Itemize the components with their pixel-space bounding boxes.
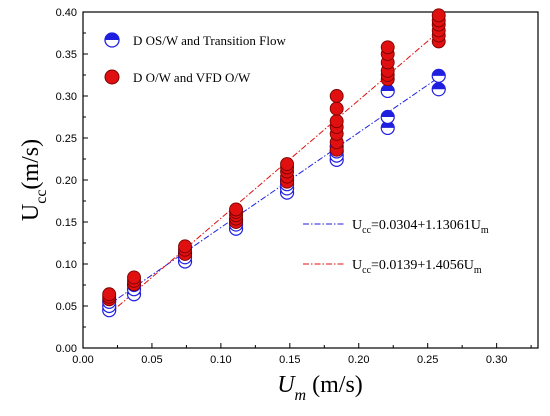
fit-legend-1-label: Ucc=0.0304+1.13061Um xyxy=(352,218,489,236)
series-2-point xyxy=(380,40,395,55)
fit-legend-2-rhs-sub: m xyxy=(474,265,482,276)
plot-frame xyxy=(82,11,539,349)
x-tick-label: 0.10 xyxy=(210,354,231,366)
y-tick-label: 0.35 xyxy=(56,49,77,61)
fit-legend-1: Ucc=0.0304+1.13061Um xyxy=(303,218,489,236)
series-1-point xyxy=(380,83,395,99)
series-2-point xyxy=(329,89,344,103)
series-1-point xyxy=(431,82,446,97)
x-tick-label: 0.30 xyxy=(486,354,507,366)
x-axis-title-sub: m xyxy=(295,387,307,404)
x-axis-title: Um (m/s) xyxy=(277,372,363,404)
y-axis-title-sub: cc xyxy=(33,190,50,204)
x-axis-title-main: U xyxy=(277,372,296,398)
fit-legend-1-lhs-sub: cc xyxy=(362,225,371,236)
x-tick-label: 0.00 xyxy=(72,354,93,366)
x-tick-label: 0.25 xyxy=(417,354,438,366)
y-tick-label: 0.05 xyxy=(56,301,77,313)
fit-legend-1-rhs: =0.0304+1.13061U xyxy=(371,218,481,233)
x-tick-label: 0.05 xyxy=(141,354,162,366)
fit-legend-2-lhs-sub: cc xyxy=(362,265,371,276)
fit-legend-2-rhs: =0.0139+1.4056U xyxy=(371,258,474,273)
series-2-point xyxy=(127,270,141,285)
y-axis-title-unit: (m/s) xyxy=(18,139,44,190)
x-tick-label: 0.20 xyxy=(348,354,369,366)
x-axis-title-unit: (m/s) xyxy=(306,372,363,398)
y-tick-label: 0.40 xyxy=(56,7,77,19)
fit-legend-2: Ucc=0.0139+1.4056Um xyxy=(303,258,482,276)
legend-marker-series-1 xyxy=(104,32,120,48)
y-tick-label: 0.00 xyxy=(56,343,77,355)
data-points xyxy=(102,8,446,318)
y-tick-label: 0.15 xyxy=(56,217,77,229)
series-2-point xyxy=(431,8,446,23)
series-2-point xyxy=(178,239,192,254)
y-tick-label: 0.20 xyxy=(56,175,77,187)
series-1-point xyxy=(380,109,395,125)
legend-label-series-2: D O/W and VFD O/W xyxy=(133,70,251,85)
y-axis-title: Ucc(m/s) xyxy=(18,139,50,221)
y-tick-label: 0.25 xyxy=(56,133,77,145)
y-axis-title-main: U xyxy=(18,204,44,221)
legend-label-series-1: D OS/W and Transition Flow xyxy=(133,33,287,48)
fit-legend-1-lhs: U xyxy=(352,218,362,233)
legend: D OS/W and Transition Flow D O/W and VFD… xyxy=(104,32,287,85)
fit-legend-1-rhs-sub: m xyxy=(481,225,489,236)
axis-ticks: 0.00 0.05 0.10 0.15 0.20 0.25 0.30 0.00 0.05 0.10… xyxy=(56,7,532,366)
fit-legend-2-label: Ucc=0.0139+1.4056Um xyxy=(352,258,482,276)
fit-legend-2-lhs: U xyxy=(352,258,362,273)
series-2-point xyxy=(329,101,344,116)
x-tick-label: 0.15 xyxy=(279,354,300,366)
legend-marker-series-2 xyxy=(104,69,120,85)
y-tick-label: 0.10 xyxy=(56,259,77,271)
y-tick-label: 0.30 xyxy=(56,91,77,103)
series-2-point xyxy=(329,114,344,129)
series-2-point xyxy=(102,287,117,302)
series-2-point xyxy=(229,202,243,217)
series-2-point xyxy=(280,157,295,171)
series-1-point xyxy=(431,68,446,83)
